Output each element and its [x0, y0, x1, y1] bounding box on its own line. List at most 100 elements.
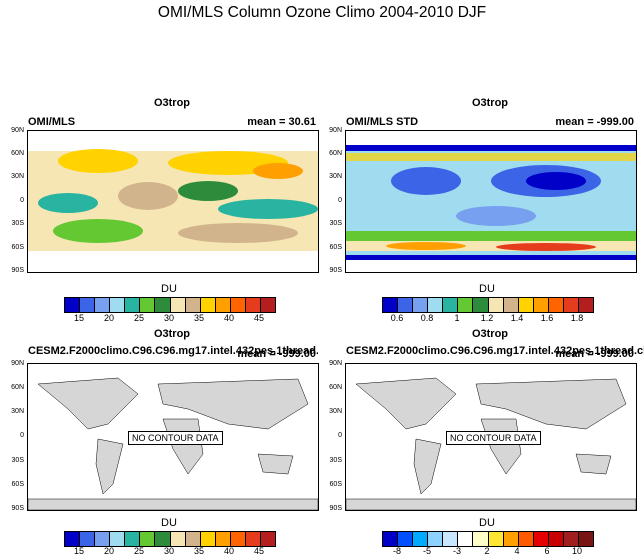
- colorbar-swatch: [140, 298, 156, 312]
- lat-label: 90S: [11, 505, 24, 512]
- colorbar-tick-label: 4: [514, 546, 520, 556]
- panel-right-title: mean = -999.00: [555, 348, 634, 360]
- map-cesm2-diff: NO CONTOUR DATA: [345, 363, 637, 511]
- colorbar-swatch: [140, 532, 156, 546]
- colorbar-swatch: [185, 298, 201, 312]
- colorbar-tick-label: 25: [133, 546, 144, 556]
- colorbar-swatch: [200, 532, 216, 546]
- lat-label: 90S: [11, 267, 24, 274]
- colorbar-swatch: [533, 532, 549, 546]
- colorbar-swatch: [503, 532, 519, 546]
- colorbar-swatch: [170, 298, 186, 312]
- lat-label: 60S: [329, 244, 342, 251]
- figure-title: OMI/MLS Column Ozone Climo 2004-2010 DJF: [157, 4, 487, 21]
- colorbar-tick-label: 15: [73, 313, 84, 323]
- panel-left-title: OMI/MLS: [28, 116, 76, 128]
- colorbar-swatch: [518, 298, 534, 312]
- colorbar-swatch: [398, 532, 414, 546]
- colorbar-swatch: [413, 532, 429, 546]
- colorbar-swatch: [200, 298, 216, 312]
- colorbar-swatch: [261, 298, 276, 312]
- lat-label: 30N: [11, 173, 24, 180]
- std-field: [346, 131, 636, 272]
- colorbar-swatch: [563, 532, 580, 546]
- colorbar-swatch: [155, 298, 171, 312]
- colorbar-title: DU: [161, 517, 177, 529]
- colorbar-tick-label: 2: [484, 546, 490, 556]
- colorbar-tick-label: 0.6: [390, 313, 404, 323]
- colorbar-swatch: [428, 532, 444, 546]
- colorbar-ticks: 15 20 25 30 35 40 45: [64, 546, 274, 558]
- panel-center-title: O3trop: [153, 328, 191, 340]
- lat-label: 30S: [11, 220, 24, 227]
- panel-center-title: O3trop: [471, 97, 509, 109]
- panel-omi-mls-std: O3trop OMI/MLS STD mean = -999.00 90N 60…: [318, 0, 644, 330]
- lat-label: 0: [20, 197, 24, 204]
- colorbar-tick-label: 1.2: [480, 313, 494, 323]
- colorbar-swatch: [473, 298, 489, 312]
- colorbar-tick-label: 30: [163, 546, 174, 556]
- colorbar-tick-label: -8: [392, 546, 401, 556]
- colorbar-tick-label: 1.4: [510, 313, 524, 323]
- panel-cesm2-o3trop: O3trop mean = -999.00 CESM2.F2000climo.C…: [0, 325, 322, 559]
- panel-right-title: mean = -999.00: [237, 348, 316, 360]
- panel-left-title: OMI/MLS STD: [346, 116, 419, 128]
- map-cesm2: NO CONTOUR DATA: [27, 363, 319, 511]
- colorbar-tick-label: 1.6: [540, 313, 554, 323]
- no-contour-data-label: NO CONTOUR DATA: [446, 431, 541, 445]
- lat-label: 90S: [329, 267, 342, 274]
- ozone-field: [28, 131, 318, 272]
- colorbar-swatch: [230, 532, 246, 546]
- panel-omi-mls: O3trop OMI/MLS mean = 30.61 90N 60N 30N …: [0, 0, 322, 330]
- colorbar-tick-label: 45: [253, 313, 264, 323]
- colorbar-swatch: [383, 298, 399, 312]
- lat-label: 30S: [329, 220, 342, 227]
- map-omi-mls: [27, 130, 319, 273]
- colorbar-tick-label: 20: [103, 313, 114, 323]
- colorbar-title: DU: [479, 517, 495, 529]
- lat-label: 60S: [11, 481, 24, 488]
- lat-label: 90S: [329, 505, 342, 512]
- panel-center-title: O3trop: [153, 97, 191, 109]
- colorbar-tick-label: 0.8: [420, 313, 434, 323]
- colorbar-swatch: [458, 298, 474, 312]
- colorbar-swatch: [548, 298, 564, 312]
- colorbar-swatch: [579, 298, 594, 312]
- colorbar-swatch: [518, 532, 534, 546]
- colorbar: [382, 297, 594, 313]
- colorbar-swatch: [125, 298, 141, 312]
- colorbar-title: DU: [161, 283, 177, 295]
- colorbar-swatch: [458, 532, 474, 546]
- panel-right-title: mean = -999.00: [555, 116, 634, 128]
- colorbar-swatch: [548, 532, 564, 546]
- colorbar-tick-label: 35: [193, 313, 204, 323]
- colorbar-swatch: [95, 532, 111, 546]
- colorbar-tick-label: 10: [571, 546, 582, 556]
- colorbar-swatch: [215, 298, 231, 312]
- colorbar-swatch: [488, 532, 504, 546]
- colorbar-tick-label: 30: [163, 313, 174, 323]
- colorbar-tick-label: 40: [223, 313, 234, 323]
- colorbar-swatch: [428, 298, 444, 312]
- colorbar-swatch: [579, 532, 594, 546]
- lat-label: 90N: [11, 360, 24, 367]
- map-omi-mls-std: [345, 130, 637, 273]
- lat-label: 60S: [329, 481, 342, 488]
- colorbar-title: DU: [479, 283, 495, 295]
- colorbar-swatch: [503, 298, 519, 312]
- colorbar-swatch: [80, 298, 96, 312]
- colorbar-tick-label: 1.8: [570, 313, 584, 323]
- colorbar-ticks: 15 20 25 30 35 40 45: [64, 313, 274, 325]
- colorbar-swatch: [398, 298, 414, 312]
- colorbar-swatch: [563, 298, 580, 312]
- colorbar-tick-label: 25: [133, 313, 144, 323]
- lat-label: 0: [20, 432, 24, 439]
- colorbar-tick-label: 35: [193, 546, 204, 556]
- panel-center-title: O3trop: [471, 328, 509, 340]
- lat-label: 60N: [11, 384, 24, 391]
- colorbar-swatch: [125, 532, 141, 546]
- colorbar-swatch: [65, 532, 81, 546]
- panel-cesm2-diff: O3trop mean = -999.00 CESM2.F2000climo.C…: [318, 325, 644, 559]
- colorbar-swatch: [110, 532, 126, 546]
- colorbar: [64, 297, 276, 313]
